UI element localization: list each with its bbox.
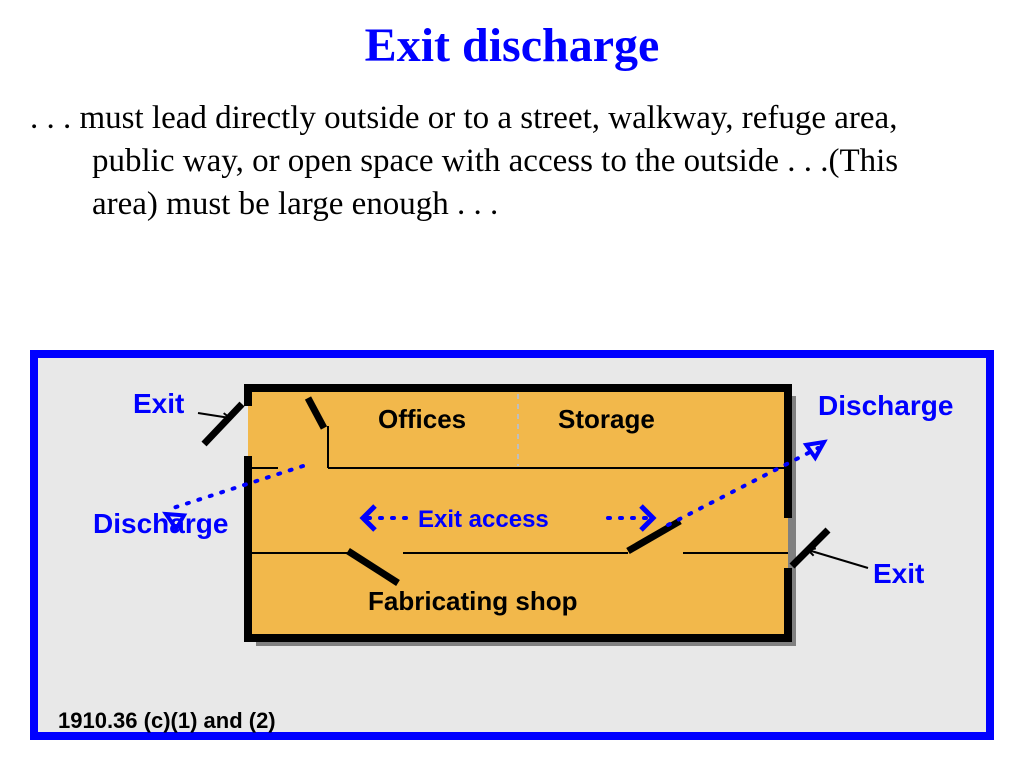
diagram-frame: Exit Discharge Discharge Exit Offices St… [30,350,994,740]
label-discharge-right: Discharge [818,390,953,422]
label-discharge-left: Discharge [93,508,228,540]
label-exit-left: Exit [133,388,184,420]
body-text-wrap: . . . must lead directly outside or to a… [0,73,1024,226]
label-exit-right: Exit [873,558,924,590]
page-title: Exit discharge [0,0,1024,73]
body-text: . . . must lead directly outside or to a… [30,97,964,226]
citation: 1910.36 (c)(1) and (2) [58,708,276,734]
label-fabricating-shop: Fabricating shop [368,586,577,617]
label-offices: Offices [378,404,466,435]
label-exit-access: Exit access [418,506,549,534]
label-storage: Storage [558,404,655,435]
